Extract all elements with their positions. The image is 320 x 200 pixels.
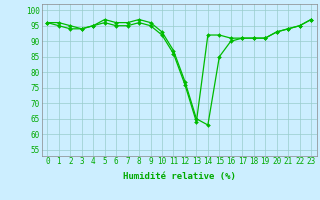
X-axis label: Humidité relative (%): Humidité relative (%) xyxy=(123,172,236,181)
